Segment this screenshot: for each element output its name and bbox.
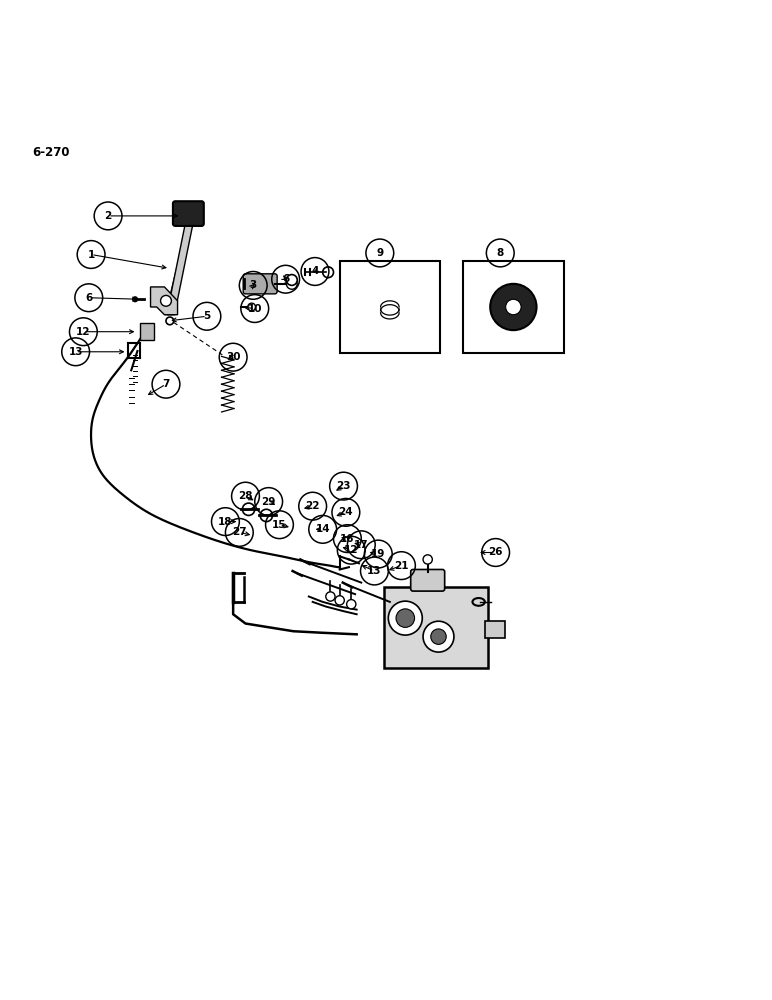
Text: 3: 3 xyxy=(249,280,257,290)
FancyBboxPatch shape xyxy=(384,587,488,668)
Text: 18: 18 xyxy=(218,517,232,527)
FancyBboxPatch shape xyxy=(463,261,564,353)
Circle shape xyxy=(506,299,521,315)
Circle shape xyxy=(335,596,344,605)
Text: 30: 30 xyxy=(226,352,240,362)
Circle shape xyxy=(161,295,171,306)
Circle shape xyxy=(326,592,335,601)
Circle shape xyxy=(396,609,415,627)
Circle shape xyxy=(431,629,446,644)
FancyBboxPatch shape xyxy=(140,323,154,340)
Text: 28: 28 xyxy=(239,491,252,501)
FancyBboxPatch shape xyxy=(173,201,204,226)
Text: 23: 23 xyxy=(337,481,350,491)
Text: 14: 14 xyxy=(316,524,330,534)
Polygon shape xyxy=(151,287,178,315)
Circle shape xyxy=(388,601,422,635)
Circle shape xyxy=(248,303,256,311)
Text: 4: 4 xyxy=(311,266,319,276)
FancyBboxPatch shape xyxy=(243,274,277,294)
Text: 12: 12 xyxy=(344,545,358,555)
Circle shape xyxy=(132,296,138,302)
Polygon shape xyxy=(167,224,193,315)
Text: 16: 16 xyxy=(340,534,354,544)
FancyBboxPatch shape xyxy=(485,621,505,638)
Text: 29: 29 xyxy=(262,497,276,507)
Circle shape xyxy=(347,600,356,609)
FancyBboxPatch shape xyxy=(340,261,440,353)
Circle shape xyxy=(490,284,537,330)
Circle shape xyxy=(286,278,297,289)
Text: 15: 15 xyxy=(273,520,286,530)
Text: 5: 5 xyxy=(203,311,211,321)
Text: 17: 17 xyxy=(354,540,368,550)
Text: 6-270: 6-270 xyxy=(32,146,70,159)
Text: 1: 1 xyxy=(87,250,95,260)
Text: 8: 8 xyxy=(496,248,504,258)
Text: 22: 22 xyxy=(306,501,320,511)
Circle shape xyxy=(166,317,174,325)
Text: 12: 12 xyxy=(76,327,90,337)
Text: 27: 27 xyxy=(232,527,246,537)
Text: 7: 7 xyxy=(162,379,170,389)
Text: 6: 6 xyxy=(282,274,290,284)
Text: 9: 9 xyxy=(376,248,384,258)
Text: 19: 19 xyxy=(371,549,385,559)
Text: 21: 21 xyxy=(394,561,408,571)
Text: 26: 26 xyxy=(489,547,503,557)
Circle shape xyxy=(423,621,454,652)
Circle shape xyxy=(286,275,297,285)
FancyBboxPatch shape xyxy=(411,569,445,591)
Text: 13: 13 xyxy=(69,347,83,357)
Text: 24: 24 xyxy=(339,507,353,517)
Text: 2: 2 xyxy=(104,211,112,221)
Circle shape xyxy=(423,555,432,564)
Text: 10: 10 xyxy=(248,304,262,314)
Text: 13: 13 xyxy=(367,566,381,576)
Text: 6: 6 xyxy=(85,293,93,303)
